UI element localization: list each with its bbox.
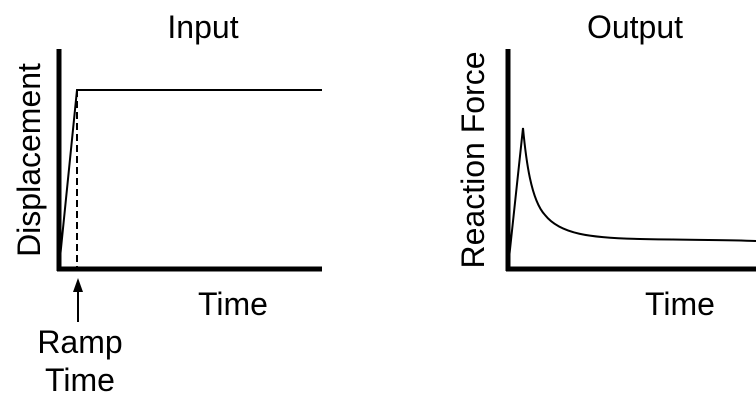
output-x-axis-label: Time: [645, 286, 715, 322]
input-displacement-curve: [58, 89, 322, 269]
input-panel: Input Displacement Time Ramp Time: [11, 9, 322, 398]
input-x-axis-label: Time: [198, 286, 268, 322]
input-y-axis-label: Displacement: [11, 63, 47, 257]
ramp-time-label-line1: Ramp: [37, 324, 122, 360]
output-title: Output: [587, 9, 683, 45]
ramp-time-label-line2: Time: [45, 362, 115, 398]
output-panel: Output Reaction Force Time: [455, 9, 756, 322]
output-reaction-force-curve: [507, 127, 756, 269]
input-title: Input: [167, 9, 238, 45]
ramp-time-arrow-head: [73, 278, 83, 292]
output-y-axis-label: Reaction Force: [455, 52, 491, 269]
